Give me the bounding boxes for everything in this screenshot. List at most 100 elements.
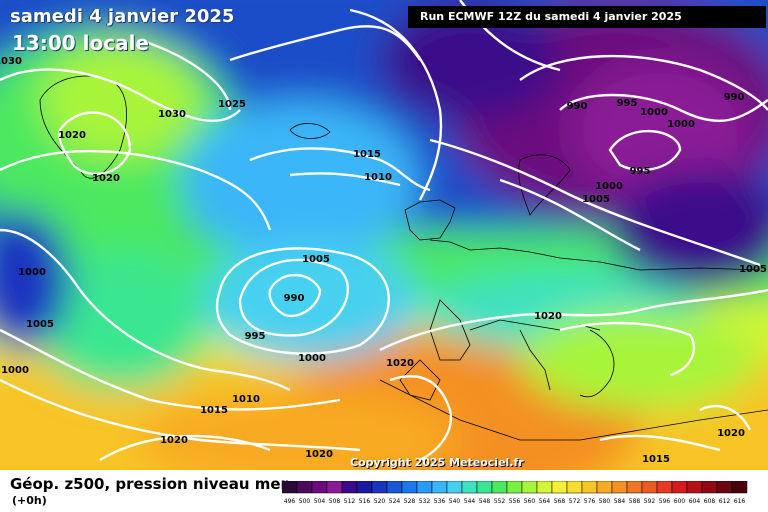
forecast-offset: (+0h) (12, 494, 47, 507)
isobar-label: 1005 (739, 264, 767, 275)
isobar-label: 1000 (18, 267, 46, 278)
scale-swatch (671, 481, 688, 494)
scale-label: 584 (614, 498, 626, 505)
scale-label: 500 (299, 498, 311, 505)
isobar-label: 1000 (640, 107, 668, 118)
isobar-labels: 1030 1025 1030 1020 1020 1015 1010 990 9… (0, 56, 767, 465)
scale-label: 552 (494, 498, 506, 505)
copyright-text: Copyright 2025 Meteociel.fr (350, 456, 524, 469)
scale-swatch (581, 481, 598, 494)
isobar-label: 1020 (717, 428, 745, 439)
forecast-time: 13:00 locale (12, 31, 149, 55)
isobar-label: 1020 (534, 311, 562, 322)
scale-label: 600 (674, 498, 686, 505)
scale-label: 504 (314, 498, 326, 505)
isobar-label: 1005 (582, 194, 610, 205)
isobar-label: 1005 (302, 254, 330, 265)
scale-label: 568 (554, 498, 566, 505)
scale-swatch (326, 481, 343, 494)
scale-label: 532 (419, 498, 431, 505)
scale-label: 564 (539, 498, 551, 505)
scale-swatch (431, 481, 448, 494)
scale-swatch (296, 481, 313, 494)
scale-label: 608 (704, 498, 716, 505)
scale-swatch (731, 481, 748, 494)
scale-swatch (611, 481, 628, 494)
scale-swatch (386, 481, 403, 494)
scale-swatch (551, 481, 568, 494)
scale-label: 540 (449, 498, 461, 505)
scale-swatch (282, 481, 298, 494)
isobar-label: 1015 (353, 149, 381, 160)
scale-swatch (656, 481, 673, 494)
scale-swatch (371, 481, 388, 494)
scale-label: 496 (284, 498, 296, 505)
color-scale-legend: 496 500 504 508 512 516 520 524 528 532 536 540 544 5… (282, 481, 748, 505)
isobar-label: 990 (567, 101, 588, 112)
scale-label: 576 (584, 498, 596, 505)
isobars (0, 0, 768, 460)
scale-swatch (626, 481, 643, 494)
scale-label: 580 (599, 498, 611, 505)
run-info: Run ECMWF 12Z du samedi 4 janvier 2025 (420, 10, 682, 23)
isobar-label: 995 (245, 331, 266, 342)
scale-label: 548 (479, 498, 491, 505)
scale-swatch (401, 481, 418, 494)
scale-swatch (641, 481, 658, 494)
isobar-label: 1020 (92, 173, 120, 184)
legend-footer: Géop. z500, pression niveau mer (+0h) 49… (0, 470, 768, 512)
isobar-label: 1015 (200, 405, 228, 416)
isobar-label: 990 (284, 293, 305, 304)
scale-label: 556 (509, 498, 521, 505)
isobar-label: 1030 (0, 56, 22, 67)
scale-swatch (716, 481, 733, 494)
scale-swatch (686, 481, 703, 494)
scale-label: 520 (374, 498, 386, 505)
scale-label: 544 (464, 498, 476, 505)
scale-swatch (491, 481, 508, 494)
scale-swatch (596, 481, 613, 494)
isobar-label: 1010 (232, 394, 260, 405)
isobar-label: 1030 (158, 109, 186, 120)
geopotential-map: 1030 1025 1030 1020 1020 1015 1010 990 9… (0, 0, 768, 470)
isobar-label: 1000 (667, 119, 695, 130)
scale-label: 616 (734, 498, 746, 505)
isobar-label: 1000 (298, 353, 326, 364)
scale-swatch (341, 481, 358, 494)
coastlines (39, 75, 768, 441)
scale-swatch (476, 481, 493, 494)
scale-label: 612 (719, 498, 731, 505)
isobar-label: 1020 (305, 449, 333, 460)
scale-swatch (446, 481, 463, 494)
isobar-label: 995 (630, 166, 651, 177)
scale-label: 596 (659, 498, 671, 505)
scale-label: 536 (434, 498, 446, 505)
scale-swatch (701, 481, 718, 494)
scale-swatch (566, 481, 583, 494)
scale-swatch (521, 481, 538, 494)
forecast-date: samedi 4 janvier 2025 (10, 6, 235, 27)
isobar-label: 1025 (218, 99, 246, 110)
scale-swatch (506, 481, 523, 494)
scale-label: 588 (629, 498, 641, 505)
isobar-label: 1000 (1, 365, 29, 376)
scale-label: 516 (359, 498, 371, 505)
run-info-box: Run ECMWF 12Z du samedi 4 janvier 2025 (408, 6, 766, 28)
scale-label: 528 (404, 498, 416, 505)
scale-swatch (356, 481, 373, 494)
isobar-label: 1020 (58, 130, 86, 141)
isobar-label: 1015 (642, 454, 670, 465)
scale-swatch (536, 481, 553, 494)
scale-swatch (311, 481, 328, 494)
scale-label: 604 (689, 498, 701, 505)
scale-label: 560 (524, 498, 536, 505)
z500-color-field (0, 0, 768, 470)
map-title: Géop. z500, pression niveau mer (10, 475, 288, 493)
scale-label: 524 (389, 498, 401, 505)
scale-swatch (416, 481, 433, 494)
scale-label: 592 (644, 498, 656, 505)
scale-label: 572 (569, 498, 581, 505)
isobar-label: 1020 (386, 358, 414, 369)
isobar-label: 1010 (364, 172, 392, 183)
